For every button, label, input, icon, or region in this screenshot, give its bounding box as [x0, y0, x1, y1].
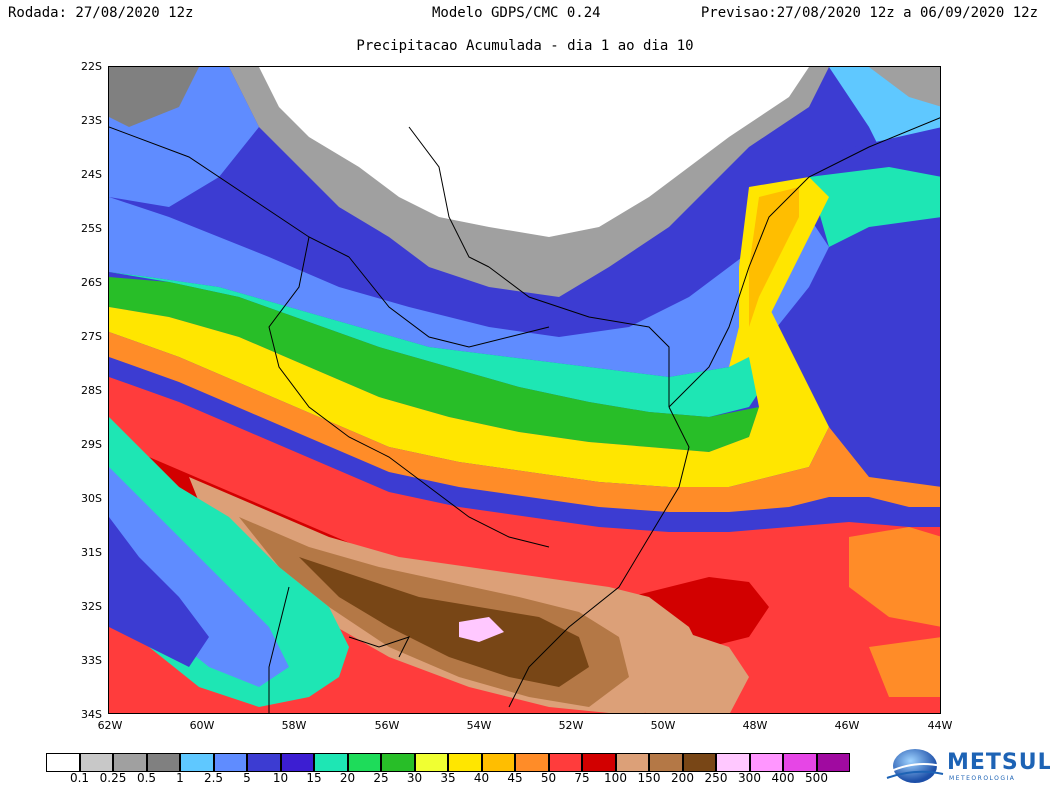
legend-swatch — [448, 753, 482, 772]
legend-label: 250 — [704, 771, 728, 785]
legend-swatch — [682, 753, 716, 772]
legend-label: 45 — [507, 771, 523, 785]
legend-swatch — [381, 753, 415, 772]
lat-label: 30S — [81, 492, 102, 505]
lat-label: 24S — [81, 168, 102, 181]
legend-swatch — [481, 753, 515, 772]
legend-label: 400 — [771, 771, 795, 785]
legend-label: 2.5 — [203, 771, 224, 785]
legend-swatch — [615, 753, 649, 772]
legend-swatch — [548, 753, 582, 772]
legend-swatch — [247, 753, 281, 772]
legend-swatch — [280, 753, 314, 772]
legend-swatch — [816, 753, 850, 772]
globe-icon — [886, 749, 944, 783]
legend-label: 150 — [637, 771, 661, 785]
legend-label: 5 — [243, 771, 251, 785]
legend-label: 25 — [373, 771, 389, 785]
legend-swatch — [414, 753, 448, 772]
legend-label: 35 — [440, 771, 456, 785]
lon-label: 46W — [834, 719, 860, 732]
lat-label: 22S — [81, 60, 102, 73]
lat-label: 31S — [81, 546, 102, 559]
legend-label: 500 — [805, 771, 828, 785]
legend-swatch — [649, 753, 683, 772]
legend-swatch — [146, 753, 180, 772]
lon-label: 56W — [374, 719, 400, 732]
legend-label: 0.25 — [99, 771, 127, 785]
legend-label: 40 — [473, 771, 490, 785]
legend-swatch — [113, 753, 147, 772]
run-label: Rodada: 27/08/2020 12z — [8, 5, 194, 21]
legend-swatch — [180, 753, 214, 772]
lat-label: 23S — [81, 114, 102, 127]
lat-label: 34S — [81, 708, 102, 721]
lon-label: 62W — [97, 719, 123, 732]
lat-label: 33S — [81, 654, 102, 667]
lat-label: 32S — [81, 600, 102, 613]
map-canvas — [109, 67, 940, 713]
legend-label: 200 — [671, 771, 694, 785]
metsul-logo: METSUL METEOROLOGIA — [885, 742, 1050, 788]
map-subtitle: Precipitacao Acumulada - dia 1 ao dia 10 — [356, 38, 694, 54]
legend-swatch — [749, 753, 783, 772]
lat-label: 27S — [81, 330, 102, 343]
legend-swatch — [213, 753, 247, 772]
lon-label: 50W — [650, 719, 676, 732]
legend-label: 10 — [272, 771, 289, 785]
legend-label: 1 — [176, 771, 184, 785]
lat-label: 25S — [81, 222, 102, 235]
legend-label: 75 — [574, 771, 590, 785]
legend-swatch — [79, 753, 113, 772]
legend-label: 20 — [339, 771, 356, 785]
legend-swatch — [716, 753, 750, 772]
legend-label: 300 — [738, 771, 761, 785]
legend-label: 50 — [540, 771, 557, 785]
model-label: Modelo GDPS/CMC 0.24 — [432, 5, 601, 21]
lon-label: 54W — [466, 719, 492, 732]
legend-swatch — [46, 753, 80, 772]
legend-swatch — [314, 753, 348, 772]
lat-label: 28S — [81, 384, 102, 397]
lon-label: 48W — [742, 719, 768, 732]
forecast-period-label: Previsao:27/08/2020 12z a 06/09/2020 12z — [700, 5, 1038, 21]
lon-label: 52W — [558, 719, 584, 732]
legend-label: 30 — [406, 771, 423, 785]
lat-label: 26S — [81, 276, 102, 289]
legend-label: 0.1 — [69, 771, 90, 785]
legend-swatch — [347, 753, 381, 772]
precipitation-map — [108, 66, 941, 714]
lat-label: 29S — [81, 438, 102, 451]
lon-label: 58W — [281, 719, 307, 732]
logo-subtitle: METEOROLOGIA — [949, 775, 1016, 782]
legend-swatch — [515, 753, 549, 772]
lon-label: 44W — [927, 719, 953, 732]
legend-label: 0.5 — [136, 771, 157, 785]
logo-name: METSUL — [947, 750, 1050, 775]
legend-label: 100 — [604, 771, 627, 785]
lon-label: 60W — [189, 719, 215, 732]
legend-swatch — [783, 753, 817, 772]
legend-label: 15 — [306, 771, 322, 785]
legend-swatch — [582, 753, 616, 772]
